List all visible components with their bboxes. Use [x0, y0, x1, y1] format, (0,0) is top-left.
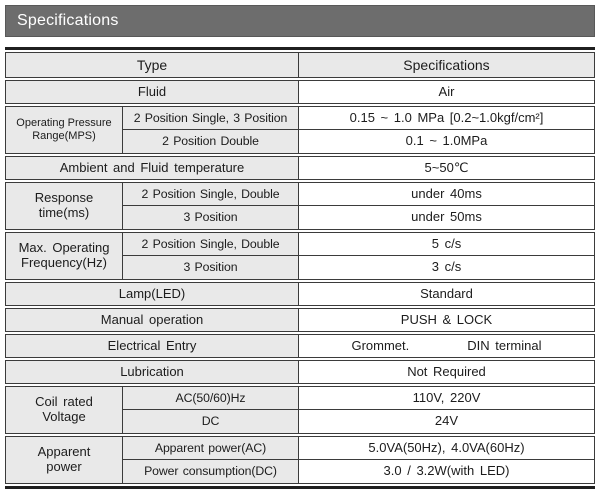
- row-value: Grommet. DIN terminal: [299, 335, 594, 357]
- group-label: Max. Operating Frequency(Hz): [6, 233, 123, 279]
- section-title-banner: Specifications: [5, 5, 595, 37]
- table-row-group: Coil rated Voltage AC(50/60)Hz 110V, 220…: [5, 386, 595, 434]
- table-row: Electrical Entry Grommet. DIN terminal: [5, 334, 595, 358]
- sub-label: Apparent power(AC): [123, 437, 299, 460]
- sub-value: 24V: [434, 413, 459, 429]
- group-label-line1: Operating Pressure: [16, 117, 112, 130]
- row-value: Air: [438, 83, 455, 99]
- row-value: Not Required: [407, 363, 486, 379]
- table-header-row: Type Specifications: [5, 52, 595, 78]
- table-top-rule: [5, 47, 595, 50]
- group-label-line1: Apparent: [37, 444, 91, 460]
- table-row-group: Apparent power Apparent power(AC) 5.0VA(…: [5, 436, 595, 484]
- sub-value: 5 c/s: [299, 233, 594, 256]
- group-label: Apparent power: [6, 437, 123, 483]
- row-value: 5~50℃: [424, 159, 469, 175]
- group-label-line2: Voltage: [42, 409, 86, 424]
- sub-label: 3 Position: [123, 206, 299, 229]
- sub-label: 2 Position Single, 3 Position: [123, 107, 299, 130]
- group-label-line2: power: [46, 459, 82, 474]
- group-label-line2: Frequency(Hz): [21, 255, 107, 270]
- table-row: Lamp(LED) Standard: [5, 282, 595, 306]
- row-value-part: DIN terminal: [467, 337, 542, 353]
- group-label-line2: time(ms): [38, 205, 90, 220]
- sub-label: DC: [123, 410, 299, 433]
- row-value-part: Grommet.: [351, 337, 410, 353]
- group-label-line1: Max. Operating: [18, 240, 110, 256]
- sub-value: 5.0VA(50Hz), 4.0VA(60Hz): [299, 437, 594, 460]
- header-type: Type: [6, 53, 299, 77]
- sub-value: 3.0 / 3.2W(with LED): [383, 463, 510, 479]
- row-label: Fluid: [6, 81, 299, 103]
- group-label: Coil rated Voltage: [6, 387, 123, 433]
- table-row-group: Operating Pressure Range(MPS) 2 Position…: [5, 106, 595, 154]
- sub-value: 3 c/s: [431, 259, 462, 275]
- group-label: Operating Pressure Range(MPS): [6, 107, 123, 153]
- sub-value: 0.1 ~ 1.0MPa: [405, 133, 488, 149]
- sub-label: AC(50/60)Hz: [123, 387, 299, 410]
- sub-label: 3 Position: [123, 256, 299, 279]
- row-label: Lamp(LED): [6, 283, 299, 305]
- sub-label: 2 Position Single, Double: [123, 183, 299, 206]
- section-title: Specifications: [17, 12, 119, 29]
- table-row: Lubrication Not Required: [5, 360, 595, 384]
- table-row: Ambient and Fluid temperature 5~50℃: [5, 156, 595, 180]
- row-label: Lubrication: [6, 361, 299, 383]
- sub-label: 2 Position Single, Double: [123, 233, 299, 256]
- specifications-table: Type Specifications Fluid Air Operating …: [5, 47, 595, 489]
- table-row-group: Response time(ms) 2 Position Single, Dou…: [5, 182, 595, 230]
- header-specifications: Specifications: [299, 53, 594, 77]
- row-label: Electrical Entry: [6, 335, 299, 357]
- group-label-line1: Coil rated: [35, 394, 93, 410]
- sub-label: Power consumption(DC): [123, 460, 299, 483]
- table-row: Fluid Air: [5, 80, 595, 104]
- sub-label: 2 Position Double: [123, 130, 299, 153]
- sub-value: under 40ms: [299, 183, 594, 206]
- group-label-line1: Response: [34, 190, 94, 206]
- row-value: Standard: [420, 285, 473, 301]
- group-label: Response time(ms): [6, 183, 123, 229]
- table-row-group: Max. Operating Frequency(Hz) 2 Position …: [5, 232, 595, 280]
- table-row: Manual operation PUSH & LOCK: [5, 308, 595, 332]
- row-label: Manual operation: [6, 309, 299, 331]
- sub-value: under 50ms: [411, 209, 482, 225]
- group-label-line2: Range(MPS): [32, 130, 96, 142]
- sub-value: 110V, 220V: [299, 387, 594, 410]
- table-bottom-rule: [5, 486, 595, 489]
- sub-value: 0.15 ~ 1.0 MPa [0.2~1.0kgf/cm²]: [299, 107, 594, 130]
- row-label: Ambient and Fluid temperature: [6, 157, 299, 179]
- row-value: PUSH & LOCK: [400, 311, 493, 327]
